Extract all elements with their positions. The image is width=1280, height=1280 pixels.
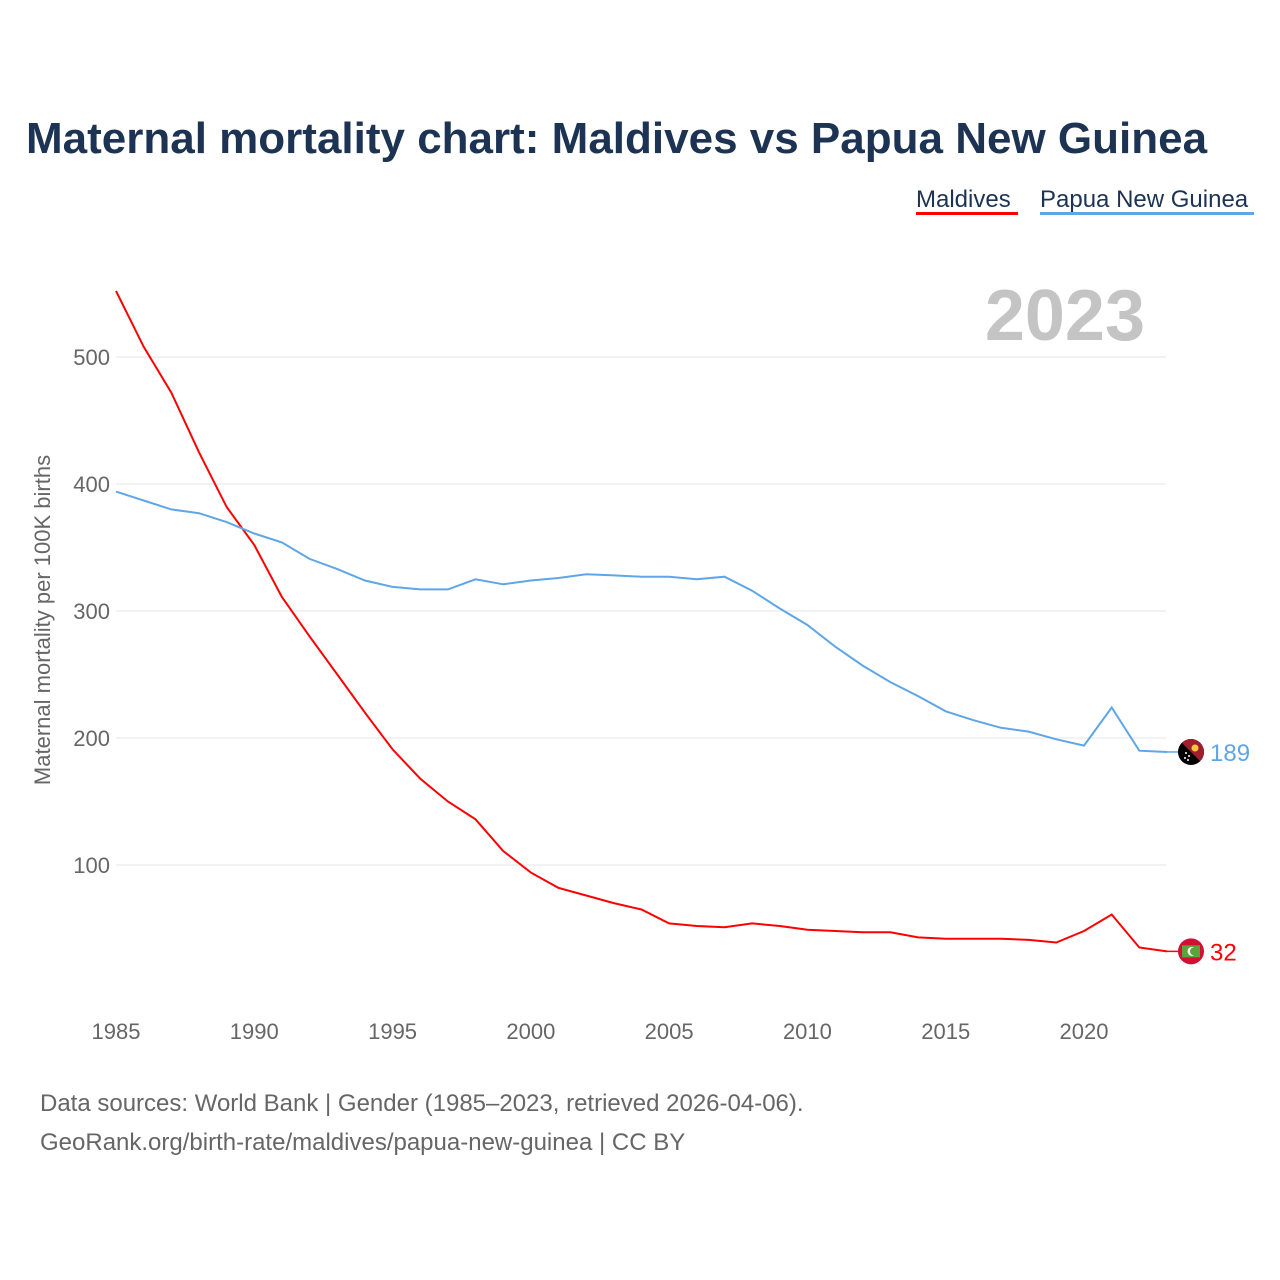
year-label: 2023 <box>985 276 1145 356</box>
y-tick-label: 300 <box>73 599 110 624</box>
legend-item-papua-new-guinea[interactable]: Papua New Guinea <box>1040 186 1249 213</box>
grid: 100 200 300 400 500 1985 1990 1995 2000 2005 2010 2… <box>73 345 1166 1044</box>
chart-title: Maternal mortality chart: Maldives vs Pa… <box>26 114 1208 163</box>
x-tick-label: 2005 <box>645 1019 694 1044</box>
x-tick-label: 2015 <box>921 1019 970 1044</box>
y-tick-label: 100 <box>73 853 110 878</box>
legend[interactable]: Maldives Papua New Guinea <box>916 186 1254 215</box>
y-tick-label: 500 <box>73 345 110 370</box>
y-tick-label: 400 <box>73 472 110 497</box>
x-tick-label: 1990 <box>230 1019 279 1044</box>
end-markers: 32 189 <box>1166 738 1250 966</box>
source-line-1: Data sources: World Bank | Gender (1985–… <box>40 1090 804 1117</box>
end-value-label: 32 <box>1210 939 1237 966</box>
end-value-label: 189 <box>1210 740 1250 767</box>
x-tick-label: 2000 <box>506 1019 555 1044</box>
y-axis-label: Maternal mortality per 100K births <box>30 455 55 785</box>
x-tick-label: 2010 <box>783 1019 832 1044</box>
x-tick-label: 1995 <box>368 1019 417 1044</box>
x-tick-label: 1985 <box>92 1019 141 1044</box>
papua-new-guinea-flag-icon <box>1178 738 1204 765</box>
legend-swatch <box>1040 212 1254 215</box>
y-tick-label: 200 <box>73 726 110 751</box>
legend-item-maldives[interactable]: Maldives <box>916 186 1011 213</box>
x-tick-label: 2020 <box>1060 1019 1109 1044</box>
series-line-maldives <box>115 290 1168 953</box>
source-line-2[interactable]: GeoRank.org/birth-rate/maldives/papua-ne… <box>40 1129 685 1156</box>
legend-swatch <box>916 212 1018 215</box>
lines <box>115 290 1168 953</box>
series-line-papua-new-guinea <box>115 490 1168 753</box>
maldives-flag-icon <box>1178 938 1204 965</box>
